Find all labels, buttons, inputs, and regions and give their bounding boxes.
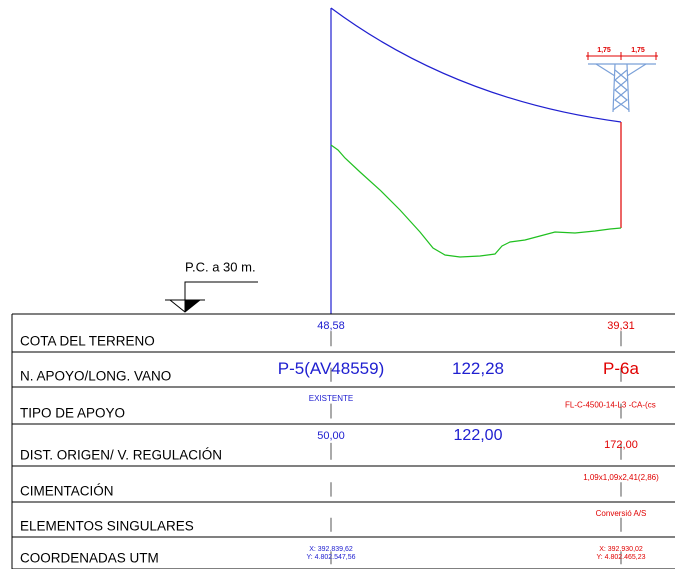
cell-text: FL-C-4500-14-L3 -CA-(cs (565, 401, 656, 410)
cell-text: Y: 4.802.547,56 (306, 554, 355, 561)
dim-label: 1,75 (631, 47, 645, 54)
tower-dims (586, 52, 658, 60)
cell-text: P-6a (603, 359, 639, 378)
conductor-curve (330, 7, 622, 123)
cell-text: Conversió A/S (596, 509, 647, 518)
terrain-line (330, 144, 622, 258)
cell-text: 50,00 (317, 430, 345, 442)
row-label: N. APOYO/LONG. VANO (20, 369, 171, 384)
row-label: COTA DEL TERRENO (20, 334, 155, 349)
reference-marker: P.C. a 30 m. (165, 259, 258, 313)
row-label: CIMENTACIÓN (20, 484, 114, 499)
cell-text: 122,28 (452, 359, 504, 378)
cell-text: 39,31 (607, 320, 635, 332)
tower-icon (588, 63, 656, 113)
annotation: P.C. a 30 m. (185, 259, 256, 274)
cell-text: Y: 4.802.465,23 (596, 554, 645, 561)
cell-text: 122,00 (454, 427, 503, 444)
data-table: COTA DEL TERRENO 48,58 39,31 N. APOYO/LONG.… (11, 313, 675, 569)
row-label: DIST. ORIGEN/ V. REGULACIÓN (20, 448, 222, 463)
cell-text: 1,09x1,09x2,41(2,86) (583, 473, 659, 482)
row-label: TIPO DE APOYO (20, 406, 125, 421)
dim-label: 1,75 (597, 47, 611, 54)
cell-text: EXISTENTE (309, 394, 353, 403)
cell-text: X: 392.839,62 (309, 546, 353, 553)
profile (330, 7, 622, 314)
row-label: ELEMENTOS SINGULARES (20, 519, 194, 534)
cell-text: 172,00 (604, 439, 638, 451)
cell-text: X: 392.930,02 (599, 546, 643, 553)
cell-text: P-5(AV48559) (278, 359, 384, 378)
row-label: COORDENADAS UTM (20, 551, 159, 566)
cell-text: 48,58 (317, 320, 345, 332)
